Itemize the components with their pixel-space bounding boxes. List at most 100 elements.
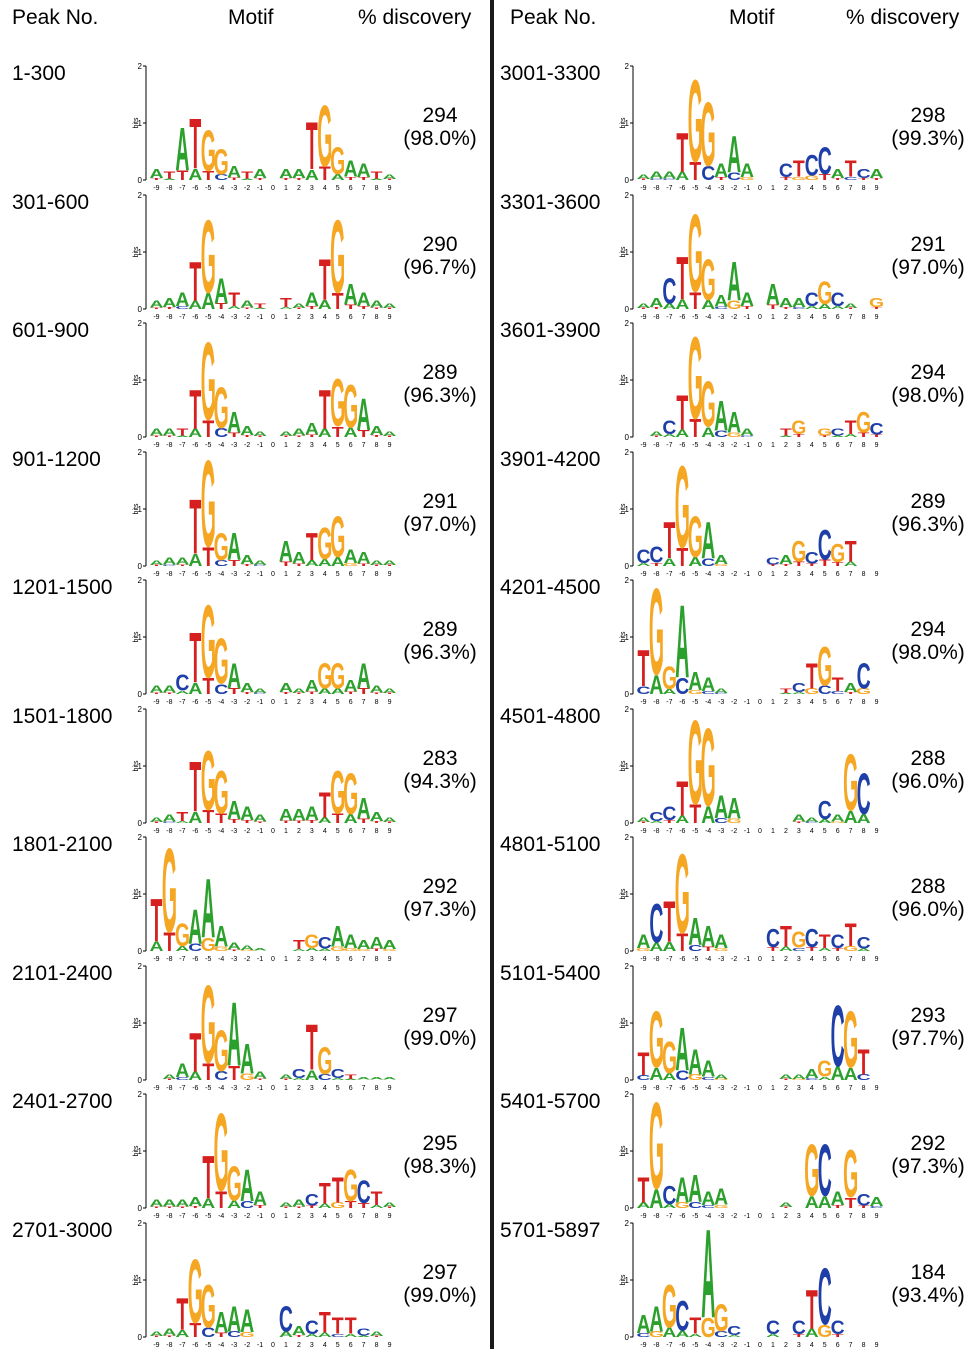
x-tick-label: 8 [862, 828, 866, 835]
logo-letter-G: G [201, 1271, 216, 1340]
logo-letter-A: A [162, 813, 176, 824]
peak-range-label: 3301-3600 [500, 190, 601, 214]
logo-letter-G: G [304, 931, 319, 953]
logo-letter-A: A [227, 305, 241, 310]
discovery-number: 294 [422, 104, 458, 127]
x-tick-label: -2 [244, 571, 250, 578]
logo-letter-T: T [767, 303, 779, 310]
logo-letter-A: A [149, 816, 164, 823]
x-tick-label: 7 [362, 442, 366, 449]
logo-letter-G: G [869, 295, 884, 309]
logo-letter-T: T [650, 436, 663, 438]
logo-letter-T: T [293, 1206, 306, 1208]
logo-letter-C: C [227, 1330, 241, 1338]
x-tick-label: 5 [823, 442, 827, 449]
logo-letter-A: A [253, 431, 268, 438]
x-tick-label: -7 [666, 1213, 672, 1220]
logo-letter-T: T [293, 307, 306, 309]
x-tick-label: -8 [166, 314, 172, 321]
logo-letter-C: C [662, 802, 676, 824]
logo-letter-A: A [714, 788, 728, 824]
x-tick-label: -4 [705, 1085, 711, 1092]
x-tick-label: 7 [362, 956, 366, 963]
x-tick-label: 3 [310, 828, 314, 835]
y-tick-label: 1 [625, 1147, 630, 1156]
logo-letter-C: C [636, 685, 651, 697]
logo-letter-A: A [383, 431, 398, 438]
logo-letter-T: T [332, 1171, 344, 1211]
logo-letter-A: A [779, 435, 793, 437]
logo-letter-T: T [345, 1073, 357, 1080]
peak-range-label: 301-600 [12, 190, 90, 214]
x-tick-label: 9 [875, 1213, 879, 1220]
x-tick-label: 8 [375, 1342, 379, 1349]
logo-letter-G: G [662, 660, 677, 696]
x-tick-label: -5 [692, 1342, 698, 1349]
x-tick-label: 1 [284, 314, 288, 321]
x-tick-label: 2 [784, 828, 788, 835]
logo-letter-A: A [357, 1334, 371, 1336]
logo-letter-A: A [649, 670, 663, 700]
logo-letter-A: A [701, 298, 715, 312]
logo-letter-A: A [253, 1070, 267, 1081]
logo-letter-A: A [779, 1202, 794, 1209]
logo-letter-A: A [844, 302, 859, 309]
logo-letter-A: A [331, 173, 345, 183]
x-tick-label: 1 [771, 314, 775, 321]
logo-letter-G: G [791, 928, 806, 953]
x-tick-label: -9 [640, 1213, 646, 1220]
x-tick-label: 6 [349, 314, 353, 321]
logo-letter-A: A [831, 167, 845, 181]
logo-letter-A: A [857, 812, 871, 826]
logo-letter-G: G [330, 1202, 345, 1210]
x-tick-label: 4 [323, 185, 327, 192]
logo-letter-A: A [292, 688, 307, 695]
x-tick-label: -9 [640, 699, 646, 706]
y-tick-label: 0 [625, 433, 630, 442]
logo-letter-A: A [636, 1309, 650, 1338]
x-tick-label: 1 [771, 956, 775, 963]
logo-letter-G: G [649, 994, 664, 1085]
x-tick-label: -3 [231, 571, 237, 578]
logo-letter-T: T [832, 947, 844, 952]
sequence-logo: 012bits-9TA-8CA-7CA-6AT-5TG-4CG-3TA-2CA-… [620, 56, 884, 192]
x-tick-label: -4 [218, 1342, 224, 1349]
logo-letter-A: A [675, 1014, 689, 1083]
logo-letter-G: G [201, 733, 216, 827]
logo-letter-T: T [202, 1143, 214, 1212]
logo-letter-C: C [175, 671, 189, 696]
x-tick-label: 7 [849, 185, 853, 192]
x-tick-label: 6 [836, 1213, 840, 1220]
discovery-count: 291 (97.0%) [878, 233, 978, 279]
x-tick-label: 2 [784, 571, 788, 578]
peak-range-label: 5701-5897 [500, 1218, 601, 1242]
logo-letter-C: C [305, 1316, 319, 1338]
logo-letter-A: A [662, 556, 677, 568]
discovery-percent: (97.0%) [403, 512, 477, 536]
logo-letter-T: T [689, 799, 701, 829]
x-tick-label: 0 [758, 571, 762, 578]
logo-letter-C: C [831, 1316, 845, 1338]
logo-letter-G: G [317, 518, 332, 569]
logo-letter-T: T [845, 536, 857, 568]
x-tick-label: 8 [375, 571, 379, 578]
logo-letter-A: A [636, 816, 651, 823]
x-tick-label: -8 [653, 828, 659, 835]
logo-letter-A: A [370, 809, 384, 823]
discovery-percent: (99.0%) [403, 1283, 477, 1307]
x-tick-label: -6 [192, 1213, 198, 1220]
logo-letter-A: A [370, 299, 384, 310]
discovery-percent: (96.0%) [891, 898, 965, 921]
logo-letter-A: A [701, 674, 715, 696]
x-tick-label: -4 [705, 314, 711, 321]
logo-letter-A: A [636, 174, 651, 181]
logo-letter-T: T [638, 641, 650, 698]
logo-letter-T: T [163, 306, 176, 309]
x-tick-label: -7 [179, 185, 185, 192]
peak-range-label: 2101-2400 [12, 961, 113, 985]
logo-letter-T: T [189, 485, 201, 571]
logo-letter-C: C [662, 272, 676, 312]
logo-letter-T: T [858, 1205, 871, 1209]
x-tick-label: 6 [836, 956, 840, 963]
x-tick-label: -1 [744, 1213, 750, 1220]
